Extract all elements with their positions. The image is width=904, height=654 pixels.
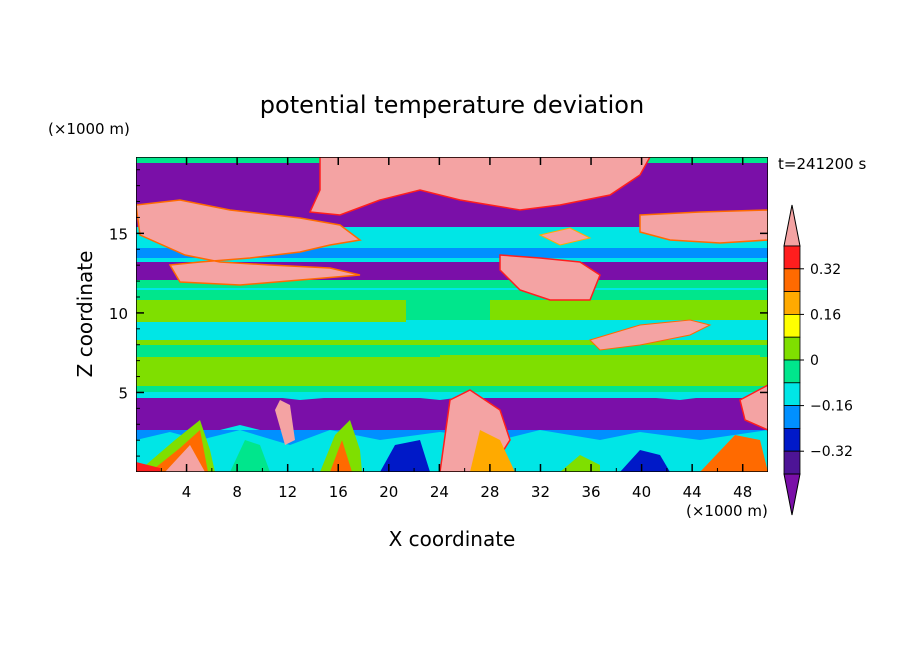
colorbar-segment [783,291,801,315]
x-tick-label: 44 [683,483,702,501]
x-tick-label: 36 [581,483,600,501]
colorbar: 0.32 0.16 0 −0.16 −0.32 [783,204,853,516]
time-label: t=241200 s [778,155,866,173]
colorbar-segment [783,427,801,452]
x-tick-label: 16 [329,483,348,501]
x-tick-label: 12 [278,483,297,501]
x-axis-label: X coordinate [389,527,516,551]
y-unit-label: (×1000 m) [48,120,130,138]
x-tick-label: 48 [733,483,752,501]
plot-area [136,157,768,472]
x-tick-label: 4 [182,483,192,501]
y-tick-label: 10 [109,305,128,323]
colorbar-tick-label: −0.32 [810,444,853,460]
y-axis-label: Z coordinate [73,251,97,378]
colorbar-segment [783,405,801,429]
x-tick-label: 40 [632,483,651,501]
y-tick-label: 15 [109,225,128,243]
colorbar-tick-label: 0.16 [810,307,841,323]
x-tick-label: 8 [232,483,242,501]
colorbar-segment [783,382,801,406]
y-axis: 5 10 15 [109,169,768,457]
colorbar-tick-label: 0 [810,353,819,369]
colorbar-tick-label: 0.32 [810,262,841,278]
colorbar-segment [783,245,801,270]
x-tick-label: 32 [531,483,550,501]
colorbar-segment [783,336,801,361]
colorbar-segment [783,268,801,292]
colorbar-segment [783,359,801,384]
colorbar-segment [783,450,801,475]
x-tick-label: 28 [480,483,499,501]
colorbar-segment [783,313,801,338]
y-tick-label: 5 [118,384,128,402]
colorbar-over-triangle [783,204,801,247]
colorbar-under-triangle [783,473,801,516]
x-tick-label: 24 [430,483,449,501]
x-tick-label: 20 [379,483,398,501]
x-unit-label: (×1000 m) [686,502,768,520]
colorbar-tick-label: −0.16 [810,399,853,415]
x-axis: 4 8 12 16 20 24 28 32 36 40 44 48 [160,157,752,501]
chart-title: potential temperature deviation [260,91,644,119]
